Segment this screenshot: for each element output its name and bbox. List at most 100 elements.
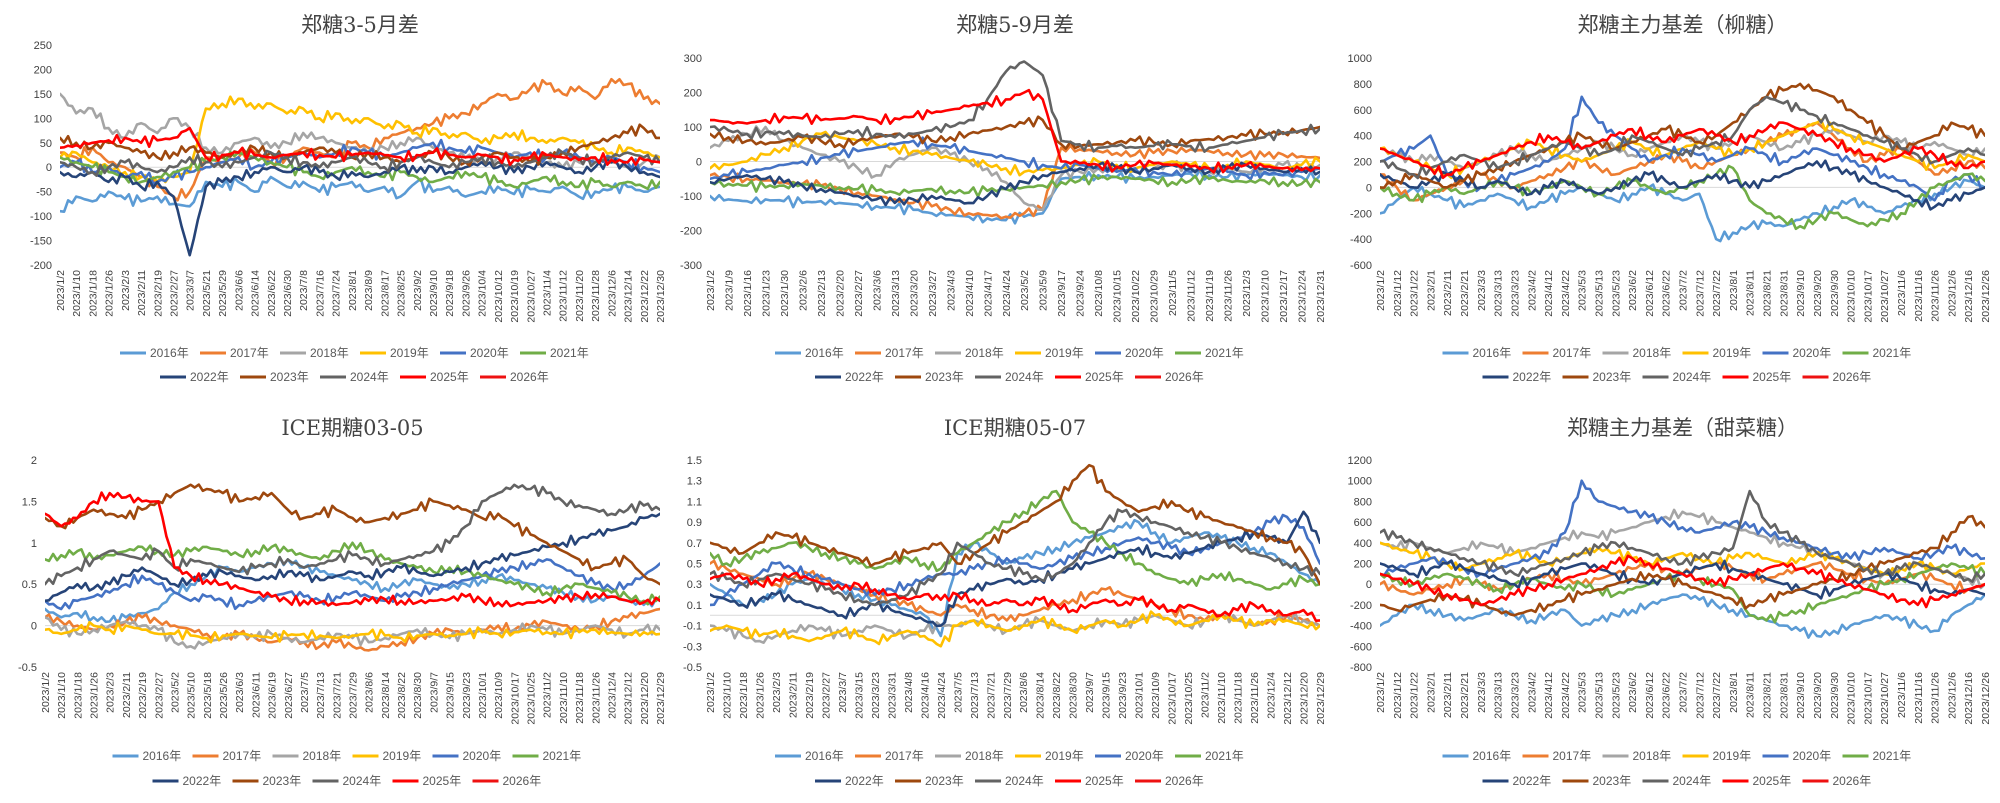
x-tick-label: 2023/8/1 [1728,672,1740,713]
legend-label: 2020年 [1793,749,1832,763]
x-tick-label: 2023/11/26 [1930,672,1942,724]
x-tick-label: 2023/9/23 [1117,672,1129,719]
y-tick-label: 150 [34,89,52,101]
x-tick-label: 2023/7/22 [1711,270,1723,317]
x-tick-label: 2023/7/24 [331,270,343,317]
x-tick-label: 2023/6/22 [1661,270,1673,317]
series-line-2019年 [60,95,660,184]
x-tick-label: 2023/12/17 [1278,270,1290,323]
y-tick-label: 0 [46,162,52,174]
chart-title: ICE期糖05-07 [944,416,1086,440]
x-tick-label: 2023/9/20 [1812,672,1824,719]
x-tick-label: 2023/11/28 [590,270,602,322]
x-tick-label: 2023/4/22 [1560,270,1572,317]
x-tick-label: 2023/7/13 [315,672,327,719]
x-tick-label: 2023/12/16 [1963,672,1975,725]
y-tick-label: 300 [684,53,702,65]
x-tick-label: 2023/3/23 [1509,270,1521,317]
legend-label: 2023年 [925,774,964,788]
x-tick-label: 2023/2/19 [152,270,164,317]
series-line-2023年 [710,115,1320,150]
legend-label: 2017年 [1553,346,1592,360]
series-line-2025年 [710,88,1320,174]
x-tick-label: 2023/1/23 [760,270,772,317]
series-line-2020年 [45,558,660,611]
legend-label: 2016年 [1473,749,1512,763]
x-tick-label: 2023/1/10 [56,672,68,719]
x-tick-label: 2023/2/11 [136,270,148,316]
x-tick-label: 2023/5/23 [1610,672,1622,719]
y-tick-label: -400 [1350,234,1372,246]
x-tick-label: 2023/2/3 [105,672,117,713]
x-tick-label: 2023/1/18 [87,270,99,317]
x-tick-label: 2023/12/31 [1315,270,1327,323]
x-tick-label: 2023/11/26 [1249,672,1261,724]
x-tick-label: 2023/5/3 [1577,270,1589,311]
x-tick-label: 2023/2/1 [1425,672,1437,713]
x-tick-label: 2023/7/16 [314,270,326,317]
y-tick-label: 0 [31,621,37,633]
legend-label: 2017年 [230,346,269,360]
x-tick-label: 2023/8/31 [1778,270,1790,317]
x-tick-label: 2023/10/25 [1183,672,1195,725]
x-tick-label: 2023/5/13 [1593,672,1605,719]
x-tick-label: 2023/4/8 [903,672,915,713]
x-tick-label: 2023/1/2 [55,270,67,311]
legend-label: 2023年 [270,370,309,384]
x-tick-label: 2023/8/9 [363,270,375,311]
legend-label: 2026年 [1165,774,1204,788]
x-tick-label: 2023/12/29 [655,672,667,725]
legend-label: 2020年 [470,346,509,360]
x-tick-label: 2023/2/11 [1442,270,1454,316]
x-tick-label: 2023/12/30 [655,270,667,323]
x-tick-label: 2023/6/27 [283,672,295,719]
x-tick-label: 2023/7/22 [1711,672,1723,719]
x-tick-label: 2023/9/26 [460,270,472,317]
legend-label: 2022年 [190,370,229,384]
y-tick-label: 0 [1366,182,1372,194]
series-line-2023年 [45,483,660,586]
x-tick-label: 2023/11/12 [558,270,570,322]
x-tick-label: 2023/10/17 [1862,672,1874,725]
x-tick-label: 2023/1/26 [104,270,116,317]
x-tick-label: 2023/9/30 [1829,270,1841,317]
legend-label: 2025年 [1085,370,1124,384]
x-tick-label: 2023/10/25 [526,672,538,725]
x-tick-label: 2023/5/29 [217,270,229,317]
x-tick-label: 2023/1/16 [742,270,754,317]
x-tick-label: 2023/8/30 [412,672,424,719]
x-tick-label: 2023/7/12 [1694,672,1706,719]
x-tick-label: 2023/11/10 [1216,672,1228,724]
x-tick-label: 2023/9/7 [1084,672,1096,713]
legend-label: 2020年 [1125,749,1164,763]
series-line-2024年 [710,508,1320,607]
series-line-2020年 [710,513,1320,607]
x-tick-label: 2023/4/10 [964,270,976,317]
legend-label: 2025年 [1753,774,1792,788]
series-line-2016年 [1380,593,1985,639]
x-tick-label: 2023/4/24 [1001,270,1013,317]
x-tick-label: 2023/2/11 [787,672,799,718]
y-tick-label: -50 [36,187,52,199]
x-tick-label: 2023/4/24 [936,672,948,719]
legend-label: 2019年 [1045,346,1084,360]
legend-label: 2019年 [1713,346,1752,360]
x-tick-label: 2023/10/8 [1093,270,1105,317]
x-tick-label: 2023/3/23 [1509,672,1521,719]
x-tick-label: 2023/6/12 [1644,672,1656,719]
y-tick-label: 0.7 [687,538,702,550]
x-tick-label: 2023/10/1 [1134,672,1146,719]
x-tick-label: 2023/9/10 [1795,270,1807,317]
legend-label: 2022年 [845,370,884,384]
legend-label: 2021年 [1205,749,1244,763]
y-tick-label: -200 [680,226,702,238]
y-tick-label: 200 [684,88,702,100]
x-tick-label: 2023/3/6 [871,270,883,311]
y-tick-label: 200 [1354,559,1372,571]
x-tick-label: 2023/9/23 [461,672,473,719]
legend-label: 2026年 [1833,774,1872,788]
series-line-2017年 [710,144,1320,220]
x-tick-label: 2023/7/8 [298,270,310,311]
x-tick-label: 2023/1/9 [723,270,735,311]
x-tick-label: 2023/11/10 [558,672,570,724]
